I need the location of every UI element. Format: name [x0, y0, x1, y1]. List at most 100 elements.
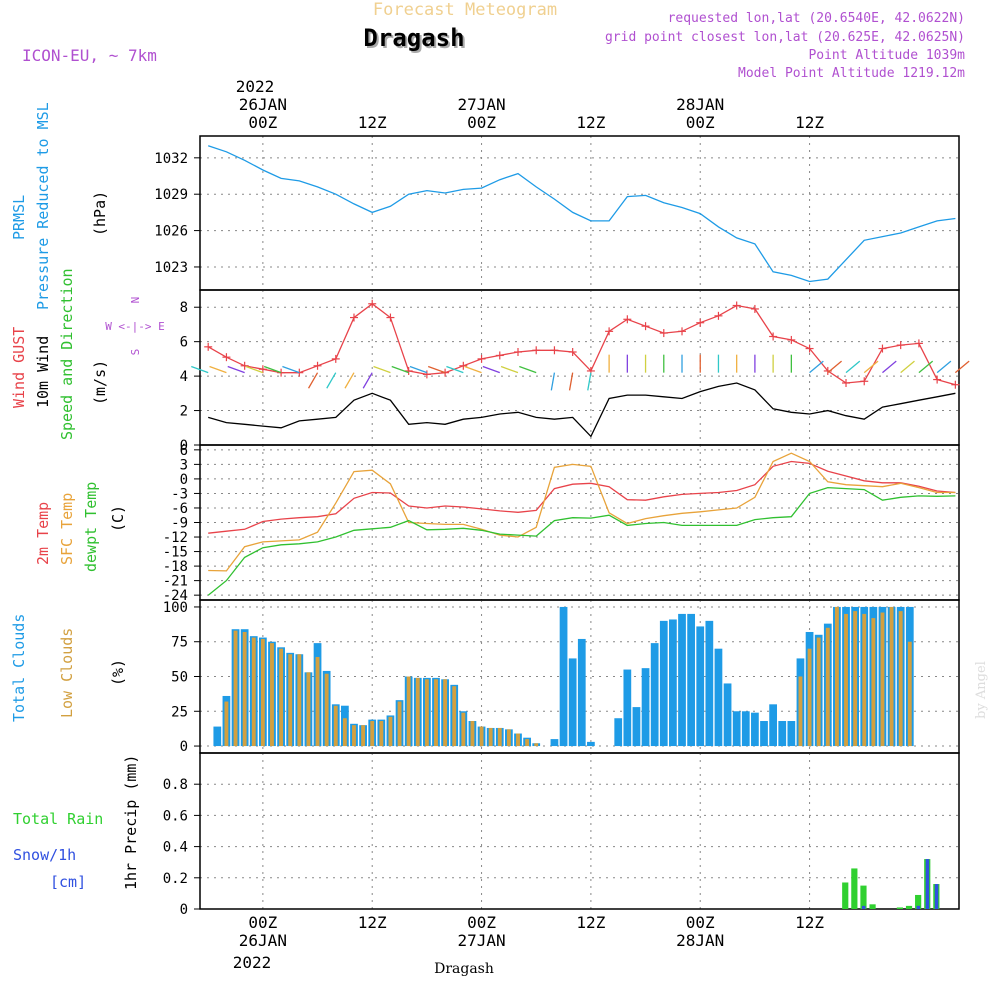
snow-bar: [916, 905, 921, 909]
compass-n: N: [129, 297, 142, 304]
ytick-label: 6: [180, 443, 188, 459]
ytick-label: -18: [163, 559, 188, 575]
temp-line-2: [207, 486, 956, 596]
wind-direction-arrow: [519, 365, 537, 374]
wind-direction-arrow: [446, 365, 464, 374]
total-cloud-bar: [769, 704, 777, 747]
panel-precipitation: 0.8 0.6 0.4 0.2 0: [163, 752, 960, 918]
wind-label-10m: 10m Wind: [34, 336, 52, 408]
panel-temperature: 630-3-6-9-12-15-18-21-24: [163, 443, 960, 604]
wind-direction-arrow: [245, 365, 264, 374]
wind-direction-arrow: [227, 365, 245, 374]
low-cloud-bar: [370, 721, 375, 747]
ytick-label: 0.4: [163, 840, 188, 856]
compass-we: W <-|-> E: [105, 320, 165, 333]
total-cloud-bar: [623, 669, 632, 747]
pressure-label-1: PRMSL: [10, 195, 28, 240]
ytick-label: 0: [180, 438, 188, 454]
wind-direction-arrow: [326, 372, 337, 389]
total-cloud-bar: [641, 668, 650, 747]
ytick-label: -21: [163, 574, 188, 590]
top-hour-label: 00Z: [686, 113, 715, 132]
rain-bar: [896, 907, 904, 909]
wind-label-gust: Wind GUST: [10, 327, 28, 408]
low-cloud-bar: [452, 686, 457, 747]
total-cloud-bar: [778, 721, 787, 747]
bottom-hour-label: 12Z: [795, 913, 824, 932]
ytick-label: 0.6: [163, 808, 188, 824]
top-hour-label: 12Z: [358, 113, 387, 132]
temp-unit: (C): [109, 505, 127, 532]
ytick-label: 1029: [154, 187, 188, 203]
wind-direction-arrow: [373, 365, 391, 374]
total-cloud-bar: [723, 683, 732, 747]
low-cloud-bar: [434, 679, 438, 747]
temp-label-dew: dewpt Temp: [82, 482, 100, 572]
wind-direction-arrow: [809, 360, 824, 374]
wind-direction-arrow: [827, 360, 842, 374]
panel-pressure: 1032 1029 1026 1023: [154, 135, 960, 291]
rain-bar: [860, 885, 867, 909]
total-cloud-bar: [568, 658, 577, 747]
wind-direction-arrow: [882, 360, 897, 374]
wind-direction-arrow: [918, 360, 934, 374]
rain-bar: [842, 882, 849, 909]
ytick-label: -6: [171, 501, 188, 517]
compass-s: S: [129, 349, 142, 356]
wind-direction-arrow: [900, 360, 915, 374]
total-cloud-bar: [732, 711, 741, 747]
requested-coords: requested lon,lat (20.6540E, 42.0622N): [668, 11, 965, 26]
gust-line: [207, 302, 956, 386]
total-cloud-bar: [760, 721, 768, 747]
low-cloud-bar: [816, 637, 821, 747]
total-cloud-bar: [669, 619, 677, 747]
low-cloud-bar: [270, 643, 274, 747]
wind-direction-arrow: [464, 365, 482, 374]
top-hour-label: 12Z: [795, 113, 824, 132]
total-cloud-bar: [751, 712, 759, 747]
low-cloud-bar: [288, 654, 293, 747]
ytick-label: 1023: [154, 260, 188, 276]
panel-frame: [199, 752, 960, 910]
total-cloud-bar: [741, 711, 750, 747]
total-cloud-bar: [787, 721, 796, 747]
low-cloud-bar: [871, 618, 876, 747]
bottom-hour-label: 00Z: [248, 913, 277, 932]
pressure-label-2: Pressure Reduced to MSL: [34, 102, 52, 310]
low-cloud-bar: [907, 641, 912, 747]
low-cloud-bar: [397, 701, 402, 747]
station-title-front: Dragash: [363, 24, 464, 52]
snow-bar: [861, 905, 866, 909]
low-cloud-bar: [224, 701, 229, 747]
panel-wind: 8 6 4 2 0: [180, 289, 970, 454]
wind-line: [208, 382, 956, 438]
wind-direction-arrow: [307, 372, 319, 389]
low-cloud-bar: [260, 638, 265, 747]
top-hour-label: 00Z: [248, 113, 277, 132]
wind-direction-arrow: [500, 365, 519, 374]
ytick-label: 2: [180, 404, 188, 420]
low-cloud-bar: [488, 727, 493, 747]
left-labels: PRMSL Pressure Reduced to MSL (hPa) Wind…: [10, 102, 165, 891]
low-cloud-bar: [461, 712, 466, 747]
low-cloud-bar: [798, 676, 803, 747]
wind-direction-arrow: [209, 365, 227, 374]
product-title: Forecast Meteogram: [373, 0, 557, 20]
top-year: 2022: [236, 77, 275, 96]
bottom-date-label: 28JAN: [676, 931, 724, 950]
ytick-label: 8: [180, 300, 188, 316]
total-cloud-bar: [659, 620, 668, 747]
low-cloud-bar: [424, 679, 429, 747]
snow-bar: [934, 884, 939, 909]
rain-bar: [915, 894, 922, 909]
low-cloud-bar: [807, 648, 812, 747]
low-cloud-bar: [479, 726, 484, 747]
low-cloud-bar: [242, 631, 247, 747]
bottom-year: 2022: [233, 953, 272, 972]
panel-clouds: 100 75 50 25 0: [163, 599, 960, 755]
wind-direction-arrow: [362, 372, 373, 389]
station-title: Dragash: [365, 26, 466, 54]
ytick-label: 100: [163, 600, 188, 616]
